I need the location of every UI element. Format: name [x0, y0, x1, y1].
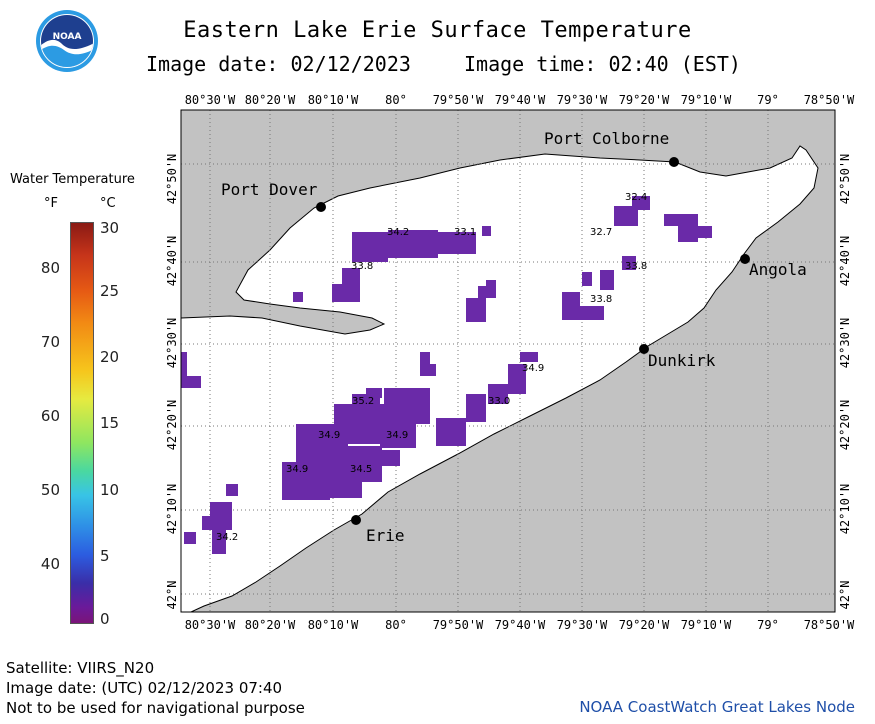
map-grid: [181, 110, 835, 612]
city-label-dunkirk: Dunkirk: [648, 351, 716, 370]
latitude-label: 42°N: [838, 580, 852, 610]
legend-tick-f: 70: [40, 333, 60, 351]
legend-tick-c: 30: [100, 219, 120, 237]
latitude-label: 42°10'N: [165, 483, 179, 535]
longitude-label: 79°10'W: [680, 618, 732, 632]
longitude-label: 79°: [757, 618, 779, 632]
city-dot-angola: [740, 254, 750, 264]
city-label-erie: Erie: [366, 526, 405, 545]
city-dot-dunkirk: [639, 344, 649, 354]
legend-tick-f: 80: [40, 259, 60, 277]
svg-text:33.8: 33.8: [590, 294, 612, 305]
legend-unit-c: °C: [100, 196, 116, 211]
legend-tick-c: 25: [100, 282, 120, 300]
svg-text:34.9: 34.9: [522, 363, 544, 374]
legend-title: Water Temperature: [10, 172, 135, 187]
svg-text:33.1: 33.1: [454, 227, 476, 238]
map-title: Eastern Lake Erie Surface Temperature: [183, 18, 692, 43]
longitude-label: 79°20'W: [618, 618, 670, 632]
svg-text:32.7: 32.7: [590, 227, 612, 238]
latitude-label: 42°10'N: [838, 483, 852, 535]
longitude-label: 79°30'W: [556, 93, 608, 107]
legend-tick-c: 15: [100, 414, 120, 432]
longitude-label: 79°40'W: [494, 93, 546, 107]
svg-text:34.2: 34.2: [387, 227, 409, 238]
image-time: Image time: 02:40 (EST): [464, 52, 741, 76]
legend-tick-c: 0: [100, 610, 110, 628]
svg-text:35.2: 35.2: [352, 396, 374, 407]
city-dot-erie: [351, 515, 361, 525]
legend-tick-f: 60: [40, 407, 60, 425]
svg-text:34.9: 34.9: [286, 464, 308, 475]
map-frame: [180, 109, 836, 613]
longitude-label: 78°50'W: [803, 93, 855, 107]
longitude-label: 79°50'W: [432, 93, 484, 107]
legend-tick-c: 10: [100, 481, 120, 499]
city-label-port-colborne: Port Colborne: [544, 129, 669, 148]
longitude-label: 80°: [385, 93, 407, 107]
longitude-label: 78°50'W: [803, 618, 855, 632]
temperature-labels: 32.4 34.2 33.1 32.7 33.8 33.8 33.8 34.9 …: [216, 192, 647, 543]
longitude-label: 80°20'W: [244, 93, 296, 107]
svg-text:34.9: 34.9: [318, 430, 340, 441]
longitude-label: 79°30'W: [556, 618, 608, 632]
legend-tick-c: 20: [100, 348, 120, 366]
longitude-label: 79°50'W: [432, 618, 484, 632]
longitude-label: 80°30'W: [184, 618, 236, 632]
latitude-label: 42°40'N: [838, 235, 852, 287]
latitude-label: 42°20'N: [838, 399, 852, 451]
footer-disclaimer: Not to be used for navigational purpose: [6, 699, 305, 717]
latitude-label: 42°50'N: [165, 153, 179, 205]
footer-credit: NOAA CoastWatch Great Lakes Node: [579, 698, 855, 716]
color-scale-bar: [70, 222, 94, 624]
latitude-label: 42°30'N: [165, 317, 179, 369]
legend-tick-c: 5: [100, 547, 110, 565]
footer-satellite: Satellite: VIIRS_N20: [6, 659, 155, 677]
city-label-port-dover: Port Dover: [221, 180, 318, 199]
longitude-label: 80°20'W: [244, 618, 296, 632]
footer-utc-date: Image date: (UTC) 02/12/2023 07:40: [6, 679, 283, 697]
legend-tick-f: 40: [40, 555, 60, 573]
city-label-angola: Angola: [749, 260, 807, 279]
latitude-label: 42°20'N: [165, 399, 179, 451]
longitude-label: 79°10'W: [680, 93, 732, 107]
longitude-label: 79°20'W: [618, 93, 670, 107]
latitude-label: 42°N: [165, 580, 179, 610]
city-dot-port-dover: [316, 202, 326, 212]
latitude-label: 42°50'N: [838, 153, 852, 205]
longitude-label: 80°10'W: [307, 618, 359, 632]
noaa-logo-icon: NOAA: [36, 10, 98, 72]
svg-text:34.2: 34.2: [216, 532, 238, 543]
latitude-label: 42°40'N: [165, 235, 179, 287]
latitude-label: 42°30'N: [838, 317, 852, 369]
longitude-label: 79°40'W: [494, 618, 546, 632]
svg-text:34.9: 34.9: [386, 430, 408, 441]
city-markers: [316, 157, 750, 525]
longitude-label: 80°: [385, 618, 407, 632]
svg-text:32.4: 32.4: [625, 192, 647, 203]
longitude-label: 80°30'W: [184, 93, 236, 107]
image-date: Image date: 02/12/2023: [146, 52, 411, 76]
svg-text:33.0: 33.0: [488, 396, 510, 407]
svg-text:34.5: 34.5: [350, 464, 372, 475]
longitude-label: 79°: [757, 93, 779, 107]
logo-text: NOAA: [53, 32, 82, 42]
longitude-label: 80°10'W: [307, 93, 359, 107]
svg-text:33.8: 33.8: [625, 261, 647, 272]
svg-text:33.8: 33.8: [351, 261, 373, 272]
sst-pixels: [181, 196, 712, 554]
city-dot-port-colborne: [669, 157, 679, 167]
legend-unit-f: °F: [44, 196, 58, 211]
legend-tick-f: 50: [40, 481, 60, 499]
